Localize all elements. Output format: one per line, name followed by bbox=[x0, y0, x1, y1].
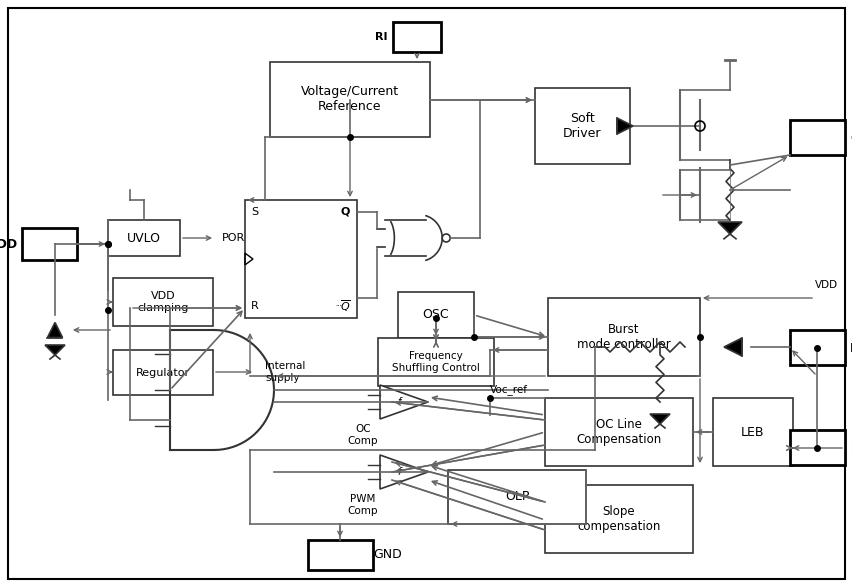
Text: POR: POR bbox=[222, 233, 245, 243]
Bar bbox=[112, 350, 213, 395]
Text: Slope
compensation: Slope compensation bbox=[577, 505, 660, 533]
Text: Voltage/Current
Reference: Voltage/Current Reference bbox=[301, 86, 399, 113]
Text: SENSE: SENSE bbox=[849, 441, 852, 454]
Text: OC Line
Compensation: OC Line Compensation bbox=[576, 418, 661, 446]
Bar bbox=[712, 398, 792, 466]
Bar bbox=[308, 540, 372, 570]
Bar bbox=[534, 88, 630, 164]
Text: Q: Q bbox=[340, 207, 349, 217]
Bar bbox=[789, 330, 844, 365]
Text: OC
Comp: OC Comp bbox=[348, 424, 377, 446]
Bar bbox=[547, 298, 699, 376]
Polygon shape bbox=[616, 118, 632, 134]
Text: VDD: VDD bbox=[0, 238, 18, 251]
Bar bbox=[377, 338, 493, 386]
Text: OSC: OSC bbox=[423, 309, 449, 322]
Polygon shape bbox=[45, 345, 65, 355]
Bar bbox=[22, 228, 77, 260]
Bar bbox=[393, 22, 440, 52]
Bar bbox=[789, 120, 844, 155]
Text: GATE: GATE bbox=[849, 131, 852, 144]
Text: OLP: OLP bbox=[504, 491, 528, 504]
Text: Voc_ref: Voc_ref bbox=[489, 384, 527, 396]
Bar bbox=[245, 200, 357, 318]
Bar bbox=[270, 62, 429, 137]
Bar bbox=[112, 278, 213, 326]
Text: S: S bbox=[251, 207, 258, 217]
Text: ···: ··· bbox=[335, 303, 342, 309]
Text: $\overline{Q}$: $\overline{Q}$ bbox=[339, 298, 350, 314]
Text: GND: GND bbox=[372, 548, 401, 562]
Polygon shape bbox=[379, 455, 428, 489]
Text: f: f bbox=[397, 467, 400, 477]
Bar bbox=[398, 292, 474, 338]
Polygon shape bbox=[48, 322, 62, 338]
Text: R: R bbox=[250, 301, 258, 311]
Text: RI: RI bbox=[375, 32, 388, 42]
Text: PWM
Comp: PWM Comp bbox=[348, 494, 377, 516]
Bar bbox=[447, 470, 585, 524]
Polygon shape bbox=[723, 338, 741, 356]
Text: Frequency
Shuffling Control: Frequency Shuffling Control bbox=[392, 351, 480, 373]
Bar bbox=[789, 430, 844, 465]
Text: f: f bbox=[397, 397, 400, 407]
Bar bbox=[544, 485, 692, 553]
Polygon shape bbox=[717, 222, 741, 234]
Text: VDD: VDD bbox=[814, 280, 838, 290]
Text: Internal
supply: Internal supply bbox=[265, 361, 305, 383]
Text: Soft
Driver: Soft Driver bbox=[562, 112, 601, 140]
Polygon shape bbox=[379, 385, 428, 419]
Text: Burst
mode controller: Burst mode controller bbox=[577, 323, 670, 351]
Bar bbox=[108, 220, 180, 256]
Text: UVLO: UVLO bbox=[127, 231, 161, 245]
Text: Regulator: Regulator bbox=[135, 367, 190, 377]
Bar bbox=[544, 398, 692, 466]
Polygon shape bbox=[649, 414, 669, 424]
Text: FB: FB bbox=[849, 342, 852, 355]
Text: LEB: LEB bbox=[740, 426, 764, 438]
Text: VDD
clamping: VDD clamping bbox=[137, 291, 188, 313]
